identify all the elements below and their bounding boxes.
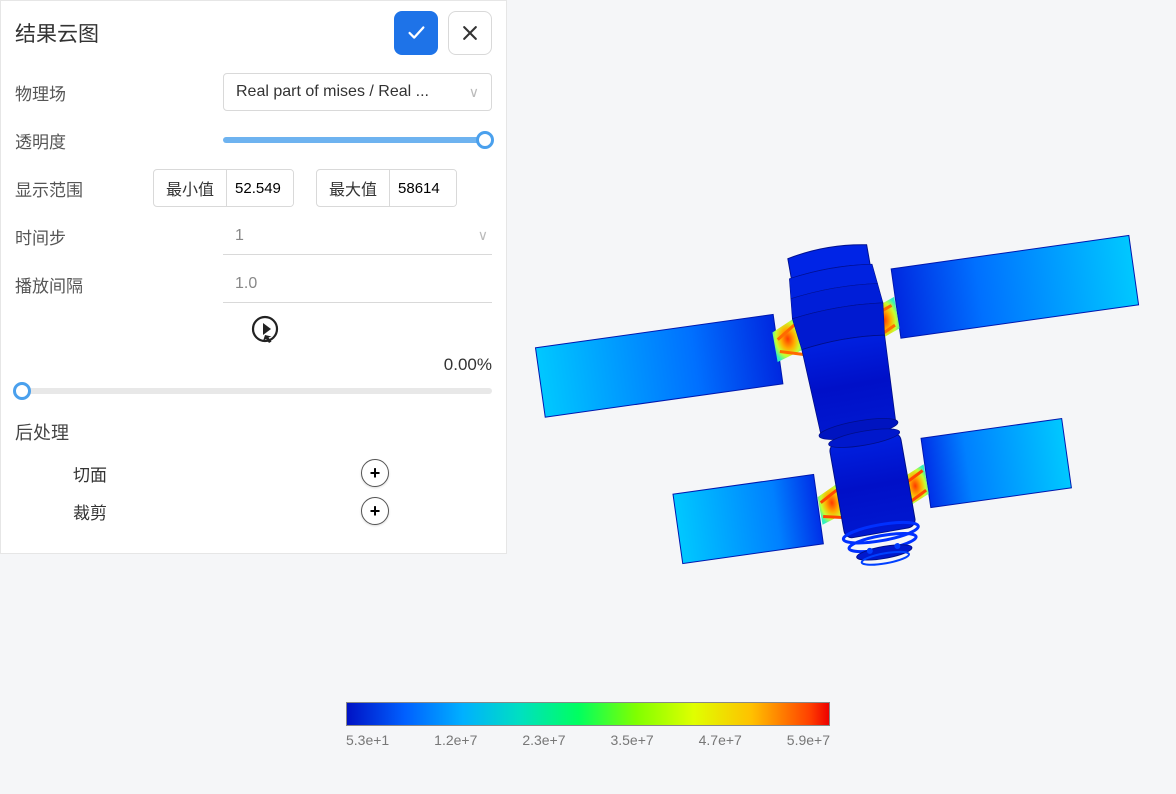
interval-input[interactable] [223, 265, 492, 303]
confirm-button[interactable] [394, 11, 438, 55]
panel-title: 结果云图 [15, 18, 99, 48]
timeline-thumb[interactable] [13, 382, 31, 400]
legend-tick: 1.2e+7 [434, 732, 477, 748]
satellite-model [510, 0, 1176, 680]
physics-value: Real part of mises / Real ... [236, 83, 429, 101]
model-viewport[interactable] [510, 0, 1176, 680]
range-row: 显示范围 最小值 最大值 [15, 169, 492, 207]
interval-label: 播放间隔 [15, 272, 93, 297]
timestep-value: 1 [235, 227, 244, 245]
timeline-slider[interactable] [15, 381, 492, 401]
legend-tick: 2.3e+7 [522, 732, 565, 748]
panel-header-buttons [394, 11, 492, 55]
timeline-track [15, 388, 492, 394]
legend-gradient [346, 702, 830, 726]
postproc-title: 后处理 [15, 419, 492, 445]
close-button[interactable] [448, 11, 492, 55]
postproc-row-clip: 裁剪 + [15, 497, 492, 525]
physics-label: 物理场 [15, 80, 93, 105]
legend-tick: 5.3e+1 [346, 732, 389, 748]
legend-tick: 4.7e+7 [699, 732, 742, 748]
postproc-row-slice: 切面 + [15, 459, 492, 487]
opacity-row: 透明度 [15, 121, 492, 159]
chevron-down-icon: ∨ [469, 84, 479, 101]
physics-select[interactable]: Real part of mises / Real ... ∨ [223, 73, 492, 111]
min-label: 最小值 [154, 170, 227, 206]
chevron-down-icon: ∨ [478, 227, 488, 244]
color-legend: 5.3e+1 1.2e+7 2.3e+7 3.5e+7 4.7e+7 5.9e+… [346, 702, 830, 748]
slider-track [223, 137, 492, 143]
timestep-label: 时间步 [15, 224, 93, 249]
max-input[interactable] [390, 170, 456, 206]
close-icon [460, 23, 480, 43]
min-input[interactable] [227, 170, 293, 206]
legend-tick: 3.5e+7 [610, 732, 653, 748]
check-icon [405, 22, 427, 44]
max-group: 最大值 [316, 169, 457, 207]
play-button[interactable] [247, 313, 283, 349]
opacity-label: 透明度 [15, 128, 93, 153]
timestep-select[interactable]: 1 ∨ [223, 217, 492, 255]
play-cursor-icon [247, 313, 283, 349]
slider-thumb[interactable] [476, 131, 494, 149]
max-label: 最大值 [317, 170, 390, 206]
progress-percent: 0.00% [15, 355, 492, 375]
add-slice-button[interactable]: + [361, 459, 389, 487]
legend-tick: 5.9e+7 [787, 732, 830, 748]
min-group: 最小值 [153, 169, 294, 207]
slice-label: 切面 [15, 461, 305, 486]
play-row [15, 313, 492, 349]
physics-row: 物理场 Real part of mises / Real ... ∨ [15, 73, 492, 111]
range-label: 显示范围 [15, 176, 93, 201]
add-clip-button[interactable]: + [361, 497, 389, 525]
timestep-row: 时间步 1 ∨ [15, 217, 492, 255]
settings-panel: 结果云图 物理场 Real part of mises / Real ... ∨… [0, 0, 507, 554]
interval-row: 播放间隔 [15, 265, 492, 303]
panel-header: 结果云图 [15, 11, 492, 55]
legend-ticks: 5.3e+1 1.2e+7 2.3e+7 3.5e+7 4.7e+7 5.9e+… [346, 732, 830, 748]
opacity-slider[interactable] [223, 130, 492, 150]
clip-label: 裁剪 [15, 499, 305, 524]
